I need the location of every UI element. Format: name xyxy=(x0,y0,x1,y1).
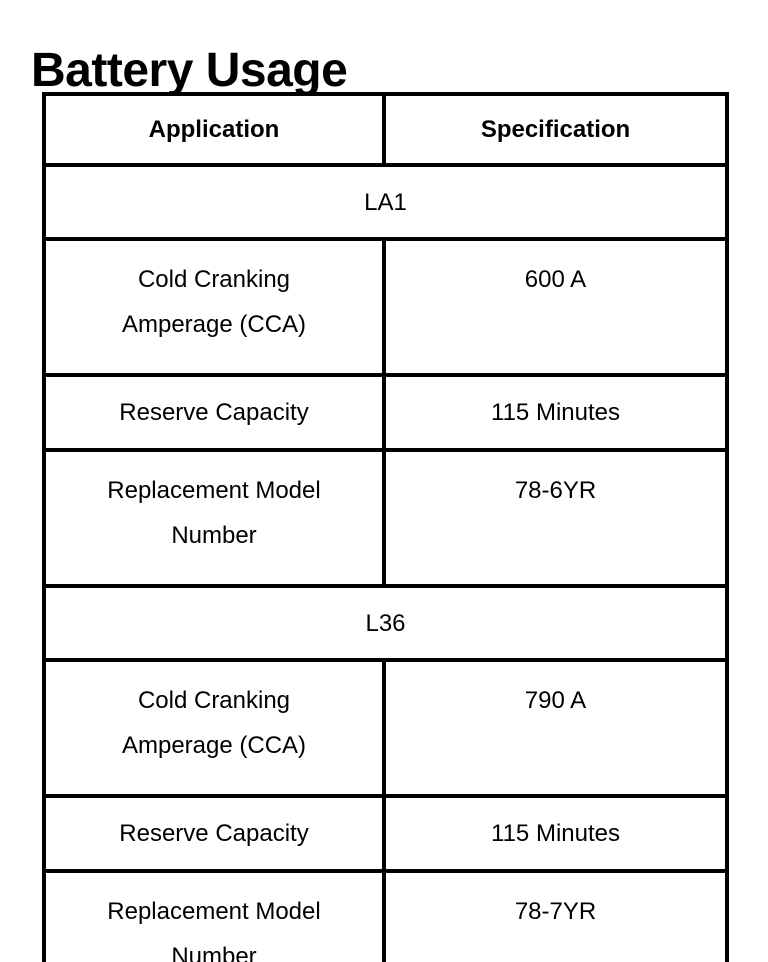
cell-specification: 600 A xyxy=(382,237,729,377)
application-line-2: Amperage (CCA) xyxy=(121,311,307,338)
column-header-application: Application xyxy=(42,92,386,167)
table-group-row-l36: L36 xyxy=(42,584,729,662)
cell-specification: 78-7YR xyxy=(382,869,729,962)
cell-specification: 790 A xyxy=(382,658,729,798)
cell-application: Replacement Model Number xyxy=(42,448,386,588)
cell-application: Reserve Capacity xyxy=(42,794,386,873)
table-row: Replacement Model Number 78-6YR xyxy=(42,448,729,588)
application-line-1: Cold Cranking xyxy=(137,266,291,293)
cell-application: Cold Cranking Amperage (CCA) xyxy=(42,658,386,798)
cell-application: Cold Cranking Amperage (CCA) xyxy=(42,237,386,377)
application-line-2: Number xyxy=(171,943,257,962)
application-line-2: Number xyxy=(171,522,257,549)
column-header-specification: Specification xyxy=(382,92,729,167)
table-row: Cold Cranking Amperage (CCA) 600 A xyxy=(42,237,729,377)
page-title: Battery Usage xyxy=(31,44,348,98)
application-line-1: Cold Cranking xyxy=(137,687,291,714)
cell-application: Replacement Model Number xyxy=(42,869,386,962)
application-line-1: Replacement Model xyxy=(107,477,321,504)
table-row: Replacement Model Number 78-7YR xyxy=(42,869,729,962)
cell-application: Reserve Capacity xyxy=(42,373,386,452)
table-row: Cold Cranking Amperage (CCA) 790 A xyxy=(42,658,729,798)
battery-specification-table: Application Specification LA1 Cold Crank… xyxy=(42,92,729,962)
application-line-2: Amperage (CCA) xyxy=(121,732,307,759)
cell-specification: 78-6YR xyxy=(382,448,729,588)
application-line-1: Replacement Model xyxy=(107,898,321,925)
group-label-l36: L36 xyxy=(42,584,729,662)
cell-specification: 115 Minutes xyxy=(382,794,729,873)
table-row: Reserve Capacity 115 Minutes xyxy=(42,794,729,873)
table-group-row-la1: LA1 xyxy=(42,163,729,241)
group-label-la1: LA1 xyxy=(42,163,729,241)
table-header-row: Application Specification xyxy=(42,92,729,167)
table-row: Reserve Capacity 115 Minutes xyxy=(42,373,729,452)
cell-specification: 115 Minutes xyxy=(382,373,729,452)
